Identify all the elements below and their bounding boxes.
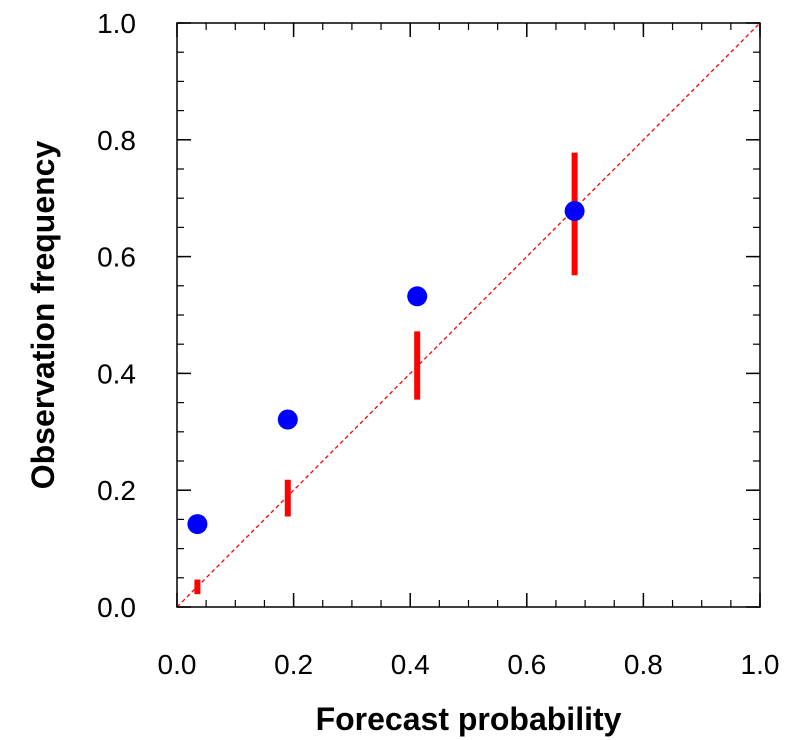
x-tick-label: 0.0 (158, 649, 197, 680)
x-tick-label: 0.8 (624, 649, 663, 680)
x-tick-label: 0.2 (274, 649, 313, 680)
x-tick-label: 1.0 (741, 649, 780, 680)
diagonal-reference-line (176, 22, 761, 608)
x-tick-label: 0.6 (507, 649, 546, 680)
y-tick-label: 1.0 (97, 8, 136, 39)
y-tick-label: 0.4 (97, 358, 136, 389)
data-point (277, 409, 298, 430)
x-tick-labels: 0.0 0.2 0.4 0.6 0.8 1.0 (158, 649, 780, 680)
y-tick-label: 0.0 (97, 592, 136, 623)
y-tick-label: 0.6 (97, 242, 136, 273)
data-point (407, 286, 428, 307)
data-point (564, 201, 585, 222)
interval-bars (194, 152, 578, 595)
x-axis-title: Forecast probability (316, 701, 622, 737)
plot-frame (176, 22, 761, 608)
x-tick-label: 0.4 (391, 649, 430, 680)
y-tick-labels: 0.0 0.2 0.4 0.6 0.8 1.0 (97, 8, 136, 623)
data-point (187, 514, 208, 535)
y-tick-label: 0.8 (97, 125, 136, 156)
data-points (187, 201, 585, 535)
y-axis-title: Observation frequency (25, 141, 61, 490)
y-tick-label: 0.2 (97, 475, 136, 506)
